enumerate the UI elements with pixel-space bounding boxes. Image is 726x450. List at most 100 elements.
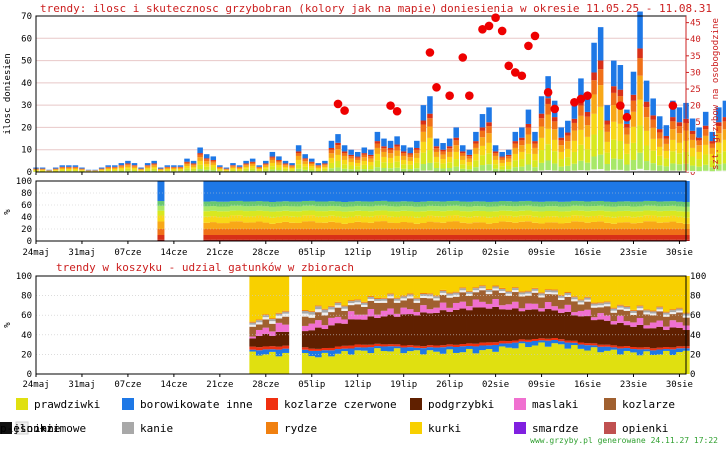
top-bar-segment (105, 170, 111, 172)
top-bar-segment (670, 129, 676, 140)
top-bar-segment (361, 169, 368, 172)
basket-segment (393, 316, 401, 345)
share-segment (209, 239, 217, 241)
top-bar-segment (505, 156, 512, 159)
share-segment (426, 205, 434, 211)
top-bar-segment (249, 158, 256, 162)
top-bar-segment (716, 126, 722, 134)
share-segment (551, 206, 559, 211)
share-segment (459, 229, 467, 235)
top-bar-segment (650, 98, 656, 116)
basket-segment (275, 322, 283, 332)
basket-column (459, 276, 467, 374)
basket-segment (301, 276, 309, 310)
share-segment (531, 216, 539, 223)
share-segment (426, 239, 434, 241)
basket-segment (406, 298, 414, 310)
share-segment (623, 201, 631, 207)
top-bar-segment (269, 169, 276, 172)
share-segment (223, 229, 231, 235)
top-bar-segment (59, 165, 66, 167)
top-bar-segment (486, 122, 492, 127)
share-x-tick: 12lip (344, 248, 371, 258)
share-segment (472, 201, 480, 207)
top-bar-segment (571, 122, 578, 131)
top-bar-segment (460, 153, 466, 156)
basket-segment (387, 346, 395, 352)
share-segment (466, 217, 474, 224)
share-segment (459, 181, 467, 202)
share-segment (393, 229, 401, 235)
basket-segment (584, 309, 592, 317)
share-segment (341, 181, 349, 202)
top-bar-segment (309, 170, 315, 172)
share-segment (439, 181, 447, 202)
basket-segment (361, 302, 368, 305)
share-segment (676, 181, 684, 202)
top-bar-segment (420, 124, 427, 132)
top-bar-segment (322, 163, 328, 165)
top-bar-segment (663, 158, 670, 167)
share-segment (498, 235, 506, 240)
legend-swatch (15, 421, 29, 435)
top-bar-segment (479, 165, 486, 171)
share-segment (242, 229, 250, 235)
top-bar-segment (663, 125, 670, 136)
share-column (328, 181, 336, 241)
share-segment (374, 205, 382, 211)
basket-segment (498, 309, 506, 341)
basket-segment (630, 326, 638, 348)
top-bar-segment (656, 165, 663, 171)
top-bar-segment (676, 170, 683, 172)
share-segment (557, 201, 565, 207)
share-segment (288, 201, 296, 207)
basket-y2-tick: 60 (690, 311, 701, 321)
share-segment (557, 235, 565, 240)
share-segment (643, 210, 651, 216)
basket-segment (676, 307, 684, 309)
basket-segment (544, 292, 552, 295)
top-bar-segment (197, 157, 203, 161)
efficiency-point (458, 53, 468, 62)
share-segment (295, 222, 303, 229)
share-segment (656, 216, 664, 223)
basket-y-tick: 20 (21, 350, 32, 360)
basket-segment (479, 307, 487, 343)
legend-swatch (514, 422, 526, 434)
share-segment (275, 211, 283, 217)
share-segment (288, 222, 296, 229)
share-segment (328, 215, 336, 222)
top-bar-segment (479, 145, 486, 156)
basket-segment (610, 347, 618, 350)
basket-segment (347, 303, 355, 306)
top-bar-segment (505, 154, 512, 157)
basket-segment (623, 308, 631, 311)
share-segment (663, 216, 670, 223)
basket-segment (584, 299, 592, 302)
top-bar (315, 163, 322, 172)
top-bar-segment (624, 123, 630, 128)
basket-column (551, 276, 559, 374)
basket-segment (551, 310, 559, 338)
share-segment (367, 235, 375, 240)
share-segment (209, 216, 217, 223)
top-bar (276, 156, 282, 172)
basket-segment (321, 325, 329, 329)
top-bar (210, 156, 217, 172)
basket-segment (262, 276, 270, 315)
top-bar-segment (446, 162, 453, 168)
top-bar-segment (131, 165, 138, 166)
share-column (347, 181, 355, 241)
basket-segment (472, 288, 480, 291)
basket-segment (439, 345, 447, 348)
top-bar-segment (138, 169, 144, 170)
basket-segment (472, 276, 480, 288)
top-bar-segment (486, 107, 492, 123)
top-bar-segment (52, 170, 59, 172)
top-bar-segment (630, 100, 637, 112)
share-segment (341, 239, 349, 241)
basket-segment (676, 322, 684, 328)
share-segment (157, 215, 165, 222)
top-bar-segment (545, 76, 551, 99)
top-bar (328, 140, 335, 172)
